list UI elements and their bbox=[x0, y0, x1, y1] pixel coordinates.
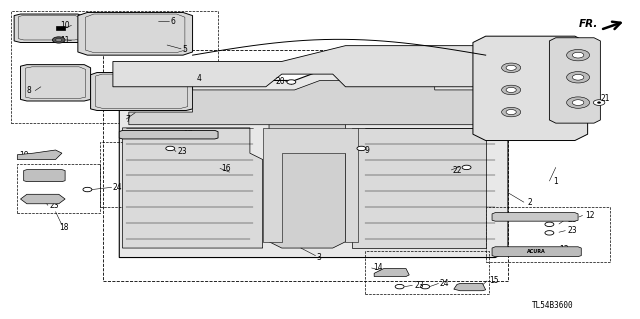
Text: 14: 14 bbox=[373, 263, 383, 272]
Text: 15: 15 bbox=[490, 277, 499, 286]
Circle shape bbox=[502, 63, 521, 72]
Circle shape bbox=[545, 222, 554, 226]
Text: 21: 21 bbox=[600, 94, 610, 103]
Circle shape bbox=[42, 198, 51, 203]
Circle shape bbox=[52, 37, 65, 43]
Text: TL54B3600: TL54B3600 bbox=[532, 301, 573, 310]
Bar bbox=[365, 251, 489, 294]
Text: 24: 24 bbox=[440, 279, 449, 288]
Circle shape bbox=[572, 74, 584, 80]
Circle shape bbox=[420, 285, 429, 289]
Text: 18: 18 bbox=[59, 223, 68, 232]
Circle shape bbox=[545, 231, 554, 235]
Bar bbox=[56, 26, 65, 31]
Text: 5: 5 bbox=[182, 45, 188, 54]
Polygon shape bbox=[492, 247, 581, 256]
Circle shape bbox=[287, 80, 296, 84]
Text: 24: 24 bbox=[113, 183, 122, 192]
Circle shape bbox=[566, 71, 589, 83]
Circle shape bbox=[56, 38, 62, 41]
Circle shape bbox=[506, 65, 516, 70]
Text: 11: 11 bbox=[61, 36, 70, 45]
Text: 23: 23 bbox=[567, 226, 577, 235]
Bar bbox=[17, 164, 100, 213]
Circle shape bbox=[462, 165, 471, 170]
Text: 7: 7 bbox=[125, 115, 131, 124]
Circle shape bbox=[395, 285, 404, 289]
Circle shape bbox=[83, 187, 92, 192]
Text: 10: 10 bbox=[61, 21, 70, 30]
Polygon shape bbox=[119, 71, 508, 257]
Circle shape bbox=[597, 102, 601, 103]
Text: 23: 23 bbox=[178, 147, 188, 156]
Polygon shape bbox=[119, 130, 218, 139]
Text: ACURA: ACURA bbox=[527, 249, 546, 254]
Polygon shape bbox=[78, 12, 193, 55]
Polygon shape bbox=[549, 38, 600, 123]
Circle shape bbox=[572, 100, 584, 105]
Polygon shape bbox=[20, 194, 65, 204]
Polygon shape bbox=[492, 213, 578, 221]
Polygon shape bbox=[91, 72, 193, 110]
Text: 20: 20 bbox=[275, 77, 285, 85]
Text: 23: 23 bbox=[414, 281, 424, 290]
Text: 1: 1 bbox=[553, 177, 558, 186]
Text: 3: 3 bbox=[317, 253, 322, 262]
Text: 23: 23 bbox=[567, 215, 577, 224]
Bar bbox=[11, 11, 218, 123]
Text: FR.: FR. bbox=[579, 19, 598, 29]
Text: 8: 8 bbox=[27, 86, 31, 95]
Polygon shape bbox=[113, 46, 524, 87]
Circle shape bbox=[566, 97, 589, 108]
Bar bbox=[486, 207, 610, 262]
Polygon shape bbox=[269, 100, 346, 248]
Polygon shape bbox=[129, 80, 492, 125]
Polygon shape bbox=[374, 269, 409, 277]
Circle shape bbox=[506, 109, 516, 115]
Text: 23: 23 bbox=[49, 202, 59, 211]
Circle shape bbox=[357, 146, 366, 151]
Polygon shape bbox=[454, 284, 486, 291]
Polygon shape bbox=[17, 150, 62, 160]
Text: 6: 6 bbox=[170, 17, 175, 26]
Bar bbox=[100, 142, 228, 207]
Circle shape bbox=[572, 52, 584, 58]
Text: 16: 16 bbox=[221, 164, 231, 173]
Text: 22: 22 bbox=[452, 166, 462, 175]
Circle shape bbox=[506, 87, 516, 93]
Text: 13: 13 bbox=[559, 245, 568, 254]
Polygon shape bbox=[20, 65, 91, 101]
Polygon shape bbox=[473, 36, 588, 141]
Text: 4: 4 bbox=[196, 74, 201, 83]
Circle shape bbox=[566, 49, 589, 61]
Circle shape bbox=[502, 107, 521, 117]
Polygon shape bbox=[262, 128, 358, 242]
Polygon shape bbox=[352, 128, 486, 248]
Polygon shape bbox=[14, 14, 84, 42]
Polygon shape bbox=[122, 128, 262, 248]
Bar bbox=[103, 50, 508, 281]
Text: 9: 9 bbox=[365, 145, 369, 154]
Text: 2: 2 bbox=[528, 198, 532, 207]
Circle shape bbox=[166, 146, 175, 151]
Circle shape bbox=[593, 100, 605, 105]
Circle shape bbox=[502, 85, 521, 95]
Text: 17: 17 bbox=[183, 130, 193, 139]
Text: 12: 12 bbox=[585, 211, 595, 220]
Polygon shape bbox=[24, 170, 65, 182]
Text: 19: 19 bbox=[19, 151, 29, 160]
